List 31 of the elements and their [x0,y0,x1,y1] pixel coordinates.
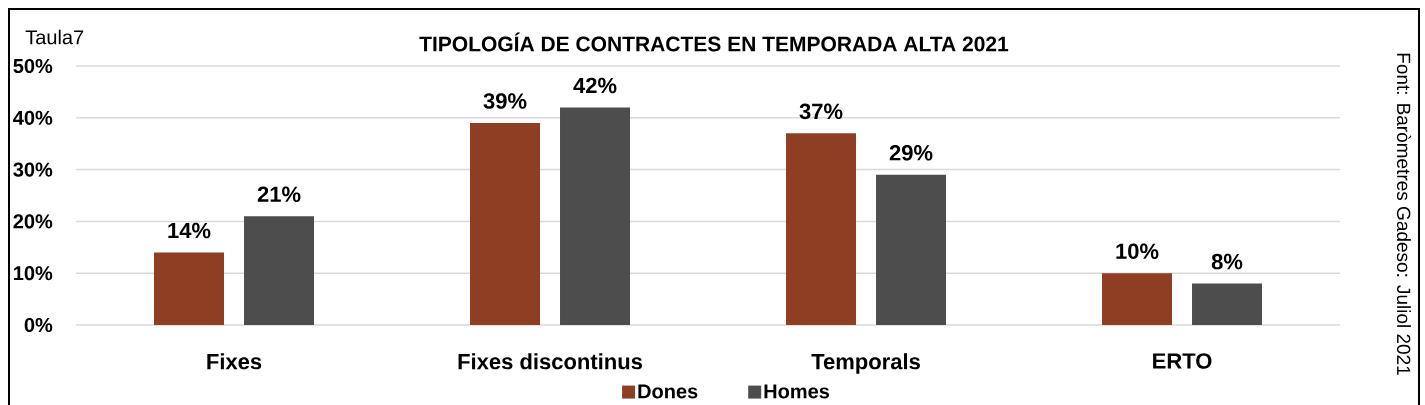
legend-label: Homes [764,384,830,399]
bar [1192,283,1263,325]
data-label: 29% [889,145,933,161]
y-tick-label: 10% [14,266,53,281]
bar [876,174,947,325]
data-label: 39% [483,93,527,109]
bar [560,107,631,325]
chart-title: TIPOLOGÍA DE CONTRACTES EN TEMPORADA ALTA 2021 [419,32,1009,52]
x-tick-label: Fixes [207,353,262,370]
x-tick-label: Temporals [811,353,920,374]
data-label: 42% [573,77,617,94]
y-tick-label: 50% [13,58,53,74]
legend-label: Dones [638,384,698,399]
bar [244,216,315,325]
text: Taula7 [25,29,84,45]
data-label: 14% [168,222,211,239]
bar [154,252,225,325]
bar [1102,273,1173,325]
y-tick-label: 20% [13,214,53,229]
bar [786,133,857,325]
data-label: 21% [257,186,301,203]
data-label: 37% [799,103,843,120]
data-label: 8% [1211,253,1243,270]
text: Font: Baròmetres Gadeso: Juliol 2021 [1396,53,1412,375]
y-tick-label: 0% [24,317,53,333]
bar [470,122,541,325]
x-tick-label: Fixes discontinus [458,353,643,370]
data-label: 10% [1116,243,1159,260]
x-tick-label: ERTO [1153,353,1212,369]
y-tick-label: 30% [13,162,53,177]
y-tick-label: 40% [13,110,53,125]
